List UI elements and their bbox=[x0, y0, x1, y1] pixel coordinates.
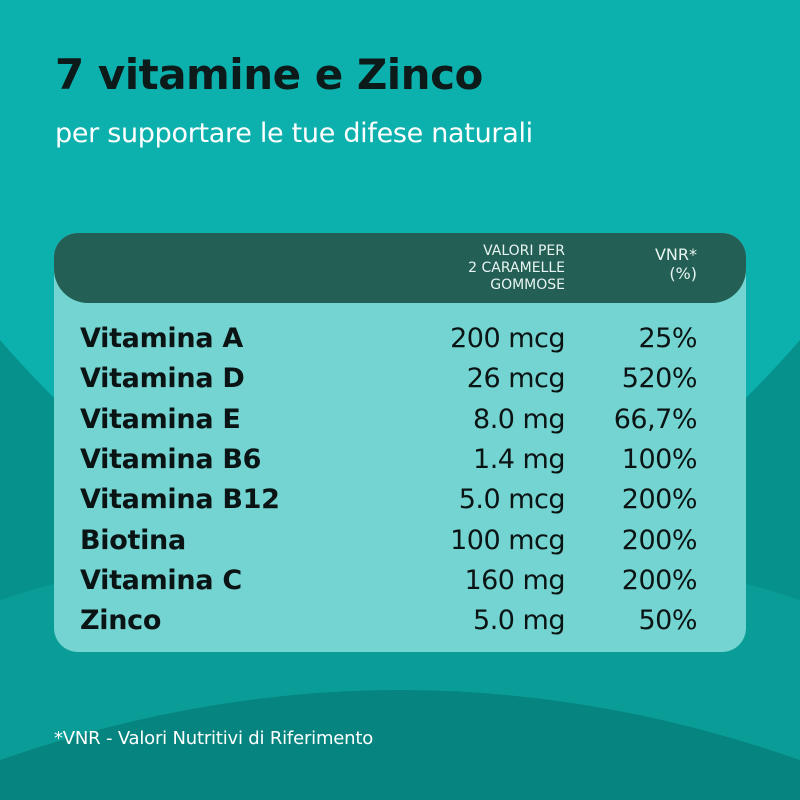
nutrient-amount: 26 mcg bbox=[466, 363, 566, 395]
nutrient-amount: 5.0 mg bbox=[473, 605, 565, 637]
nutrient-name: Vitamina E bbox=[80, 403, 241, 435]
nutrient-vnr: 520% bbox=[621, 363, 698, 395]
nutrient-vnr: 100% bbox=[621, 443, 698, 475]
table-row: Vitamina D 26 mcg 520% bbox=[54, 361, 746, 401]
nutrient-amount: 1.4 mg bbox=[473, 443, 565, 475]
page-title: 7 vitamine e Zinco bbox=[55, 50, 483, 99]
nutrition-table: VALORI PER 2 CARAMELLE GOMMOSE VNR* (%) … bbox=[54, 233, 746, 652]
table-row: Vitamina C 160 mg 200% bbox=[54, 563, 746, 603]
nutrient-name: Vitamina B12 bbox=[80, 484, 280, 516]
nutrient-vnr: 66,7% bbox=[613, 403, 698, 435]
nutrient-amount: 8.0 mg bbox=[473, 403, 565, 435]
table-row: Vitamina B12 5.0 mcg 200% bbox=[54, 482, 746, 522]
nutrient-name: Vitamina C bbox=[80, 564, 242, 596]
nutrient-name: Vitamina B6 bbox=[80, 443, 262, 475]
nutrient-vnr: 200% bbox=[621, 524, 698, 556]
table-header: VALORI PER 2 CARAMELLE GOMMOSE VNR* (%) bbox=[54, 233, 746, 303]
table-row: Vitamina E 8.0 mg 66,7% bbox=[54, 402, 746, 442]
header-amount: VALORI PER 2 CARAMELLE GOMMOSE bbox=[468, 243, 565, 293]
nutrient-vnr: 25% bbox=[638, 323, 697, 354]
footnote: *VNR - Valori Nutritivi di Riferimento bbox=[54, 728, 374, 749]
page-subtitle: per supportare le tue difese naturali bbox=[55, 118, 533, 149]
table-row: Biotina 100 mcg 200% bbox=[54, 523, 746, 563]
table-row: Zinco 5.0 mg 50% bbox=[54, 603, 746, 643]
table-row: Vitamina A 200 mcg 25% bbox=[54, 321, 746, 361]
nutrient-name: Vitamina D bbox=[80, 363, 245, 395]
nutrient-name: Biotina bbox=[80, 524, 186, 556]
nutrient-name: Zinco bbox=[80, 605, 162, 637]
nutrient-amount: 160 mg bbox=[464, 564, 565, 596]
header-vnr: VNR* (%) bbox=[654, 245, 697, 283]
nutrient-amount: 200 mcg bbox=[450, 323, 565, 354]
table-row: Vitamina B6 1.4 mg 100% bbox=[54, 442, 746, 482]
nutrient-vnr: 200% bbox=[621, 484, 698, 516]
nutrient-amount: 5.0 mcg bbox=[458, 484, 566, 516]
nutrient-amount: 100 mcg bbox=[450, 524, 565, 556]
nutrient-name: Vitamina A bbox=[80, 323, 243, 354]
nutrient-vnr: 50% bbox=[638, 605, 697, 637]
nutrient-vnr: 200% bbox=[621, 564, 698, 596]
